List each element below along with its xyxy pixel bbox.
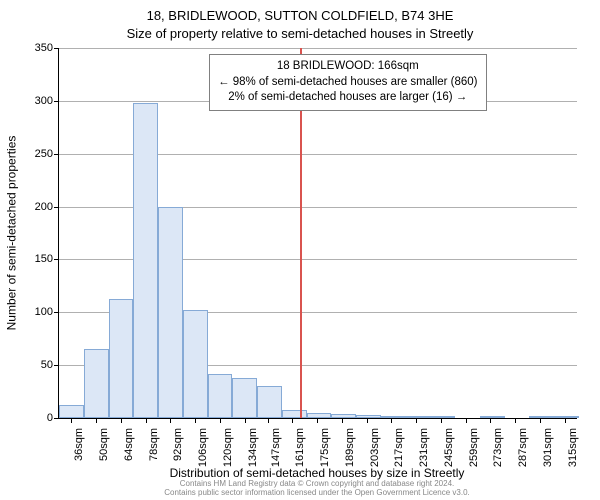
- xtick-label: 64sqm: [123, 428, 135, 461]
- xtick-mark: [121, 418, 122, 423]
- histogram-bar: [59, 405, 84, 418]
- histogram-bar: [183, 310, 208, 418]
- xtick-label: 50sqm: [98, 428, 110, 461]
- xtick-label: 301sqm: [542, 428, 554, 467]
- ytick-label: 300: [35, 95, 59, 107]
- xtick-label: 161sqm: [294, 428, 306, 467]
- xtick-mark: [71, 418, 72, 423]
- histogram-bar: [331, 414, 356, 418]
- annotation-line-1: 18 BRIDLEWOOD: 166sqm: [218, 59, 478, 75]
- histogram-bar: [430, 416, 455, 418]
- xtick-label: 134sqm: [247, 428, 259, 467]
- xtick-label: 287sqm: [517, 428, 529, 467]
- ytick-label: 250: [35, 148, 59, 160]
- annotation-line-2: ← 98% of semi-detached houses are smalle…: [218, 75, 478, 91]
- xtick-label: 189sqm: [344, 428, 356, 467]
- xtick-label: 231sqm: [418, 428, 430, 467]
- chart-container: 18, BRIDLEWOOD, SUTTON COLDFIELD, B74 3H…: [0, 0, 600, 500]
- ytick-label: 200: [35, 201, 59, 213]
- xtick-label: 175sqm: [319, 428, 331, 467]
- ytick-label: 100: [35, 306, 59, 318]
- xtick-mark: [268, 418, 269, 423]
- xtick-mark: [292, 418, 293, 423]
- xtick-mark: [367, 418, 368, 423]
- xtick-mark: [195, 418, 196, 423]
- xtick-label: 147sqm: [270, 428, 282, 467]
- ytick-label: 50: [41, 359, 59, 371]
- x-axis-label: Distribution of semi-detached houses by …: [58, 466, 576, 480]
- xtick-mark: [342, 418, 343, 423]
- y-axis-label: Number of semi-detached properties: [4, 48, 18, 418]
- xtick-label: 217sqm: [393, 428, 405, 467]
- histogram-bar: [307, 413, 332, 418]
- histogram-bar: [554, 416, 579, 418]
- xtick-label: 120sqm: [222, 428, 234, 467]
- histogram-bar: [232, 378, 257, 418]
- histogram-bar: [84, 349, 109, 418]
- xtick-mark: [317, 418, 318, 423]
- xtick-label: 245sqm: [443, 428, 455, 467]
- plot-area: 05010015020025030035036sqm50sqm64sqm78sq…: [58, 48, 577, 419]
- footer-line-2: Contains public sector information licen…: [58, 489, 576, 498]
- gridline: [59, 48, 577, 49]
- chart-title: Size of property relative to semi-detach…: [0, 26, 600, 41]
- histogram-bar: [356, 415, 381, 418]
- xtick-label: 36sqm: [73, 428, 85, 461]
- xtick-mark: [466, 418, 467, 423]
- histogram-bar: [529, 416, 554, 418]
- ytick-label: 0: [47, 412, 59, 424]
- histogram-bar: [208, 374, 233, 418]
- xtick-mark: [565, 418, 566, 423]
- ytick-label: 350: [35, 42, 59, 54]
- xtick-mark: [170, 418, 171, 423]
- chart-suptitle: 18, BRIDLEWOOD, SUTTON COLDFIELD, B74 3H…: [0, 8, 600, 23]
- xtick-mark: [490, 418, 491, 423]
- xtick-mark: [416, 418, 417, 423]
- footer-text: Contains HM Land Registry data © Crown c…: [58, 480, 576, 498]
- xtick-mark: [441, 418, 442, 423]
- xtick-mark: [146, 418, 147, 423]
- histogram-bar: [282, 410, 307, 418]
- xtick-label: 273sqm: [492, 428, 504, 467]
- xtick-label: 315sqm: [567, 428, 579, 467]
- xtick-label: 259sqm: [468, 428, 480, 467]
- xtick-mark: [515, 418, 516, 423]
- histogram-bar: [381, 416, 406, 418]
- histogram-bar: [257, 386, 282, 418]
- xtick-label: 92sqm: [172, 428, 184, 461]
- xtick-mark: [245, 418, 246, 423]
- annotation-box: 18 BRIDLEWOOD: 166sqm ← 98% of semi-deta…: [209, 54, 487, 111]
- xtick-mark: [540, 418, 541, 423]
- xtick-mark: [220, 418, 221, 423]
- histogram-bar: [406, 416, 431, 418]
- ytick-label: 150: [35, 253, 59, 265]
- histogram-bar: [133, 103, 158, 418]
- histogram-bar: [480, 416, 505, 418]
- xtick-mark: [391, 418, 392, 423]
- xtick-label: 106sqm: [197, 428, 209, 467]
- xtick-label: 78sqm: [148, 428, 160, 461]
- xtick-mark: [96, 418, 97, 423]
- histogram-bar: [109, 299, 134, 418]
- annotation-line-3: 2% of semi-detached houses are larger (1…: [218, 90, 478, 106]
- histogram-bar: [158, 207, 183, 418]
- xtick-label: 203sqm: [369, 428, 381, 467]
